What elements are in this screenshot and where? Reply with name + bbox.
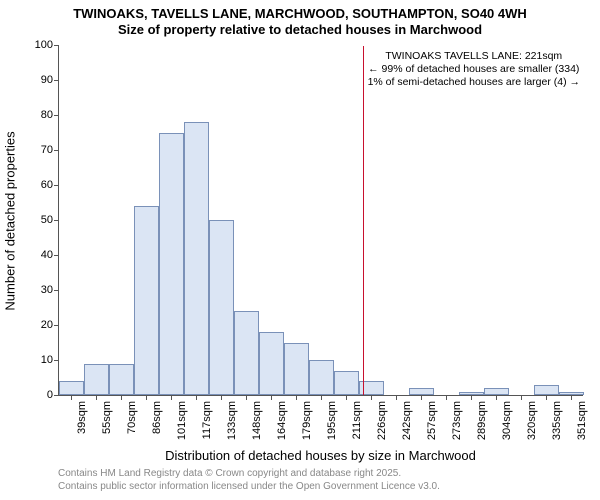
ytick-mark [54, 325, 59, 326]
xtick-mark [521, 395, 522, 400]
histogram-bar [209, 220, 234, 395]
xtick-mark [471, 395, 472, 400]
ytick-label: 70 [41, 144, 53, 156]
ytick-label: 100 [35, 39, 53, 51]
histogram-bar [334, 371, 359, 396]
xtick-label: 179sqm [301, 401, 313, 440]
xtick-mark [346, 395, 347, 400]
histogram-bar [134, 206, 159, 395]
ytick-mark [54, 80, 59, 81]
xtick-mark [321, 395, 322, 400]
ytick-mark [54, 220, 59, 221]
annotation-box: TWINOAKS TAVELLS LANE: 221sqm← 99% of de… [367, 49, 581, 90]
annotation-line1: TWINOAKS TAVELLS LANE: 221sqm [368, 50, 580, 63]
footer-line1: Contains HM Land Registry data © Crown c… [58, 468, 440, 481]
title-line2: Size of property relative to detached ho… [0, 22, 600, 38]
histogram-bar [534, 385, 559, 396]
xtick-mark [571, 395, 572, 400]
histogram-bar [184, 122, 209, 395]
histogram-bar [159, 133, 184, 396]
chart-title: TWINOAKS, TAVELLS LANE, MARCHWOOD, SOUTH… [0, 6, 600, 37]
x-axis-label: Distribution of detached houses by size … [58, 448, 583, 463]
xtick-mark [496, 395, 497, 400]
ytick-label: 80 [41, 109, 53, 121]
xtick-mark [196, 395, 197, 400]
ytick-mark [54, 45, 59, 46]
xtick-mark [371, 395, 372, 400]
xtick-label: 304sqm [501, 401, 513, 440]
xtick-mark [71, 395, 72, 400]
xtick-label: 39sqm [76, 401, 88, 434]
xtick-mark [271, 395, 272, 400]
histogram-bar [109, 364, 134, 396]
xtick-mark [146, 395, 147, 400]
xtick-label: 148sqm [251, 401, 263, 440]
plot-area: 010203040506070809010039sqm55sqm70sqm86s… [58, 46, 583, 396]
chart-container: TWINOAKS, TAVELLS LANE, MARCHWOOD, SOUTH… [0, 0, 600, 500]
ytick-label: 40 [41, 249, 53, 261]
xtick-label: 101sqm [176, 401, 188, 440]
ytick-label: 60 [41, 179, 53, 191]
y-axis-label: Number of detached properties [3, 131, 18, 310]
ytick-label: 0 [47, 389, 53, 401]
ytick-mark [54, 115, 59, 116]
ytick-mark [54, 360, 59, 361]
ytick-label: 20 [41, 319, 53, 331]
xtick-label: 351sqm [576, 401, 588, 440]
xtick-label: 289sqm [476, 401, 488, 440]
xtick-label: 133sqm [226, 401, 238, 440]
ytick-label: 30 [41, 284, 53, 296]
xtick-mark [296, 395, 297, 400]
histogram-bar [84, 364, 109, 396]
xtick-mark [171, 395, 172, 400]
footer-note: Contains HM Land Registry data © Crown c… [58, 468, 440, 493]
ytick-mark [54, 255, 59, 256]
xtick-label: 257sqm [426, 401, 438, 440]
xtick-mark [546, 395, 547, 400]
xtick-label: 320sqm [526, 401, 538, 440]
histogram-bar [259, 332, 284, 395]
reference-line [363, 46, 364, 395]
xtick-label: 55sqm [101, 401, 113, 434]
xtick-label: 86sqm [151, 401, 163, 434]
ytick-mark [54, 185, 59, 186]
xtick-mark [221, 395, 222, 400]
histogram-bar [234, 311, 259, 395]
footer-line2: Contains public sector information licen… [58, 481, 440, 494]
ytick-mark [54, 290, 59, 291]
xtick-mark [121, 395, 122, 400]
xtick-label: 242sqm [401, 401, 413, 440]
histogram-bar [284, 343, 309, 396]
xtick-label: 117sqm [201, 401, 213, 439]
xtick-label: 211sqm [351, 401, 363, 439]
histogram-bar [409, 388, 434, 395]
xtick-mark [96, 395, 97, 400]
xtick-mark [246, 395, 247, 400]
xtick-mark [396, 395, 397, 400]
histogram-bar [484, 388, 509, 395]
annotation-line3: 1% of semi-detached houses are larger (4… [368, 76, 580, 89]
xtick-label: 335sqm [551, 401, 563, 440]
xtick-label: 273sqm [451, 401, 463, 440]
xtick-label: 195sqm [326, 401, 338, 440]
ytick-label: 50 [41, 214, 53, 226]
xtick-label: 164sqm [276, 401, 288, 440]
ytick-label: 90 [41, 74, 53, 86]
ytick-mark [54, 150, 59, 151]
xtick-label: 70sqm [126, 401, 138, 434]
ytick-label: 10 [41, 354, 53, 366]
annotation-line2: ← 99% of detached houses are smaller (33… [368, 63, 580, 76]
xtick-label: 226sqm [376, 401, 388, 440]
xtick-mark [446, 395, 447, 400]
xtick-mark [421, 395, 422, 400]
histogram-bar [309, 360, 334, 395]
title-line1: TWINOAKS, TAVELLS LANE, MARCHWOOD, SOUTH… [0, 6, 600, 22]
histogram-bar [59, 381, 84, 395]
